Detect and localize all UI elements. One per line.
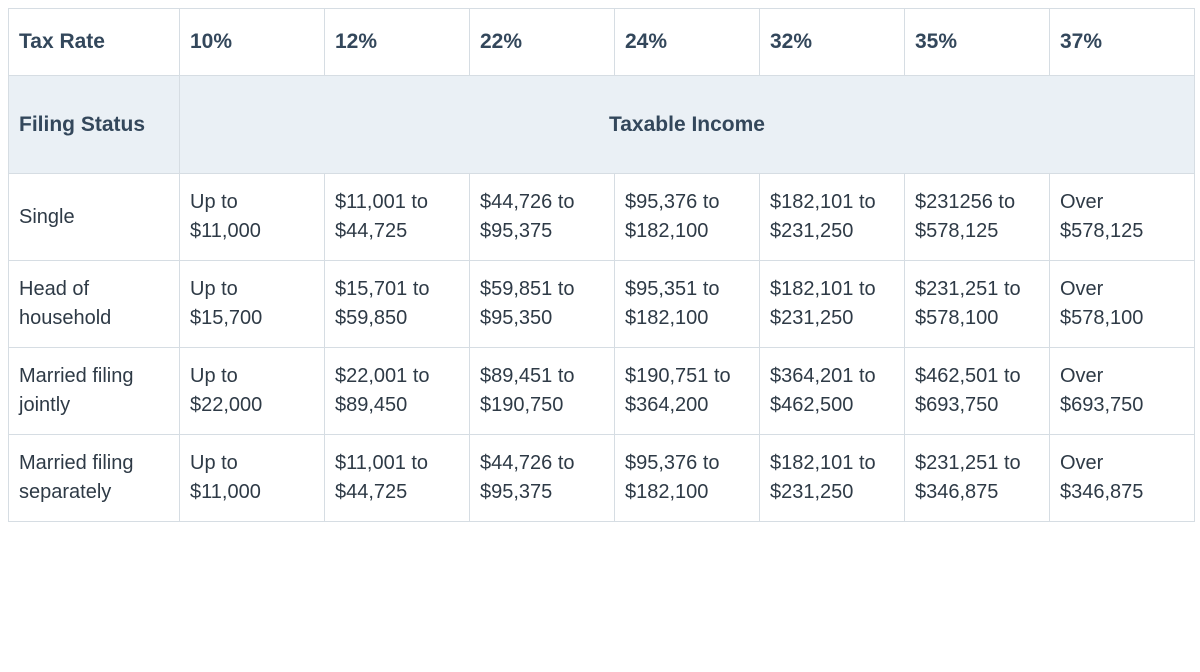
tax-rate-label: Tax Rate: [9, 9, 180, 76]
bracket-cell: $182,101 to $231,250: [760, 261, 905, 348]
bracket-cell: $15,701 to $59,850: [325, 261, 470, 348]
table-row: Single Up to $11,000 $11,001 to $44,725 …: [9, 174, 1195, 261]
bracket-cell: $190,751 to $364,200: [615, 348, 760, 435]
table-row: Married filing separately Up to $11,000 …: [9, 435, 1195, 522]
bracket-cell: $364,201 to $462,500: [760, 348, 905, 435]
rate-col-6: 37%: [1050, 9, 1195, 76]
bracket-cell: $44,726 to $95,375: [470, 174, 615, 261]
table-row: Head of household Up to $15,700 $15,701 …: [9, 261, 1195, 348]
bracket-cell: $95,376 to $182,100: [615, 174, 760, 261]
tax-rate-header-row: Tax Rate 10% 12% 22% 24% 32% 35% 37%: [9, 9, 1195, 76]
bracket-cell: $44,726 to $95,375: [470, 435, 615, 522]
bracket-cell: $59,851 to $95,350: [470, 261, 615, 348]
bracket-cell: Up to $11,000: [180, 174, 325, 261]
bracket-cell: $231,251 to $346,875: [905, 435, 1050, 522]
rate-col-1: 12%: [325, 9, 470, 76]
bracket-cell: $231256 to $578,125: [905, 174, 1050, 261]
bracket-cell: $182,101 to $231,250: [760, 174, 905, 261]
tax-bracket-table: Tax Rate 10% 12% 22% 24% 32% 35% 37% Fil…: [8, 8, 1195, 522]
bracket-cell: Over $578,125: [1050, 174, 1195, 261]
bracket-cell: $95,376 to $182,100: [615, 435, 760, 522]
bracket-cell: Up to $11,000: [180, 435, 325, 522]
filing-status-label: Filing Status: [9, 76, 180, 174]
bracket-cell: $462,501 to $693,750: [905, 348, 1050, 435]
taxable-income-label: Taxable Income: [180, 76, 1195, 174]
bracket-cell: Over $578,100: [1050, 261, 1195, 348]
bracket-cell: Up to $15,700: [180, 261, 325, 348]
rate-col-4: 32%: [760, 9, 905, 76]
table-row: Married filing jointly Up to $22,000 $22…: [9, 348, 1195, 435]
status-cell: Head of household: [9, 261, 180, 348]
bracket-cell: $95,351 to $182,100: [615, 261, 760, 348]
bracket-cell: Up to $22,000: [180, 348, 325, 435]
filing-status-header-row: Filing Status Taxable Income: [9, 76, 1195, 174]
rate-col-0: 10%: [180, 9, 325, 76]
bracket-cell: $89,451 to $190,750: [470, 348, 615, 435]
status-cell: Married filing jointly: [9, 348, 180, 435]
rate-col-2: 22%: [470, 9, 615, 76]
status-cell: Single: [9, 174, 180, 261]
bracket-cell: $231,251 to $578,100: [905, 261, 1050, 348]
bracket-cell: $11,001 to $44,725: [325, 435, 470, 522]
bracket-cell: $182,101 to $231,250: [760, 435, 905, 522]
bracket-cell: $11,001 to $44,725: [325, 174, 470, 261]
bracket-cell: Over $693,750: [1050, 348, 1195, 435]
rate-col-5: 35%: [905, 9, 1050, 76]
status-cell: Married filing separately: [9, 435, 180, 522]
bracket-cell: $22,001 to $89,450: [325, 348, 470, 435]
bracket-cell: Over $346,875: [1050, 435, 1195, 522]
rate-col-3: 24%: [615, 9, 760, 76]
